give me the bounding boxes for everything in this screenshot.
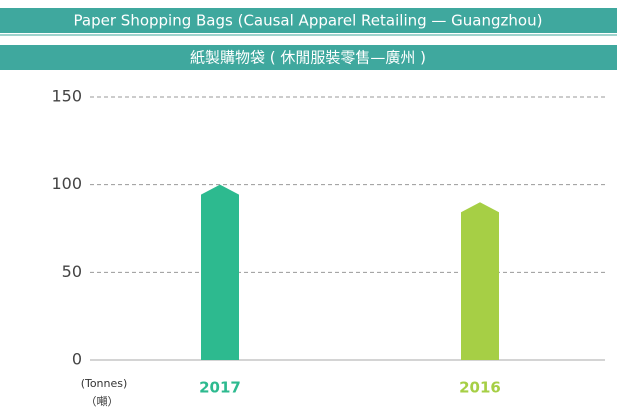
x-tick-label: 2017 (199, 379, 241, 397)
banner-divider (0, 34, 617, 36)
bar (201, 184, 239, 360)
y-tick-label: 0 (72, 350, 82, 369)
x-tick-label: 2016 (459, 379, 501, 397)
chart-title: Paper Shopping Bags (Causal Apparel Reta… (74, 12, 543, 30)
y-tick-label: 100 (51, 174, 82, 193)
bar (461, 202, 499, 360)
y-tick-label: 150 (51, 87, 82, 106)
chart-subtitle: 紙製購物袋 ( 休閒服裝零售—廣州 ) (190, 49, 426, 67)
y-axis-label-secondary: （噸） (86, 394, 119, 408)
title-banner (0, 8, 617, 33)
y-tick-label: 50 (62, 262, 82, 281)
subtitle-banner (0, 45, 617, 70)
y-axis-label: (Tonnes) (81, 377, 128, 390)
